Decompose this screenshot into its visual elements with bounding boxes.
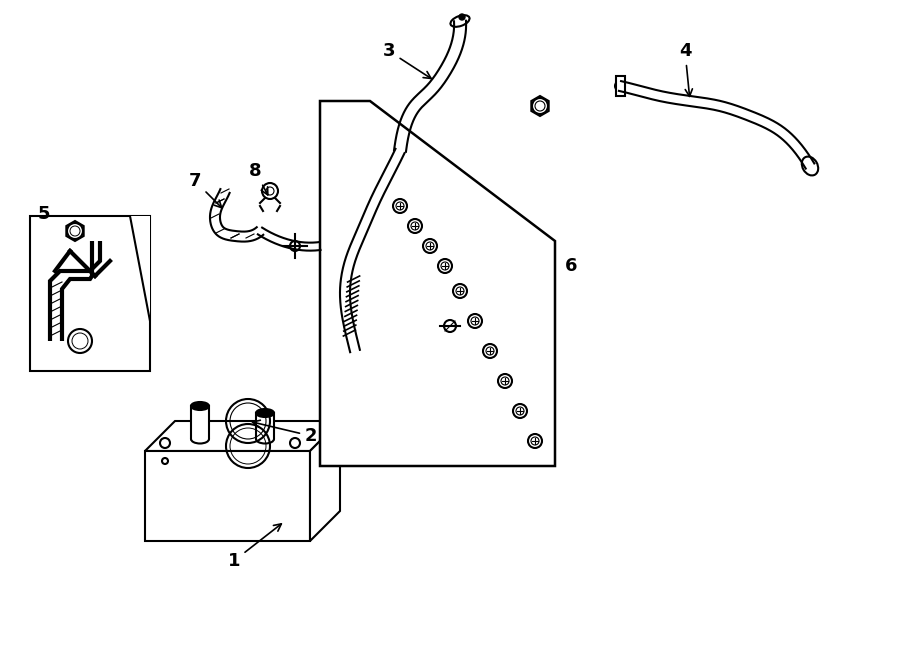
PathPatch shape — [191, 406, 209, 439]
Text: 6: 6 — [565, 257, 578, 275]
PathPatch shape — [145, 451, 310, 541]
Ellipse shape — [191, 402, 209, 410]
Circle shape — [615, 81, 625, 91]
Circle shape — [459, 14, 465, 20]
Ellipse shape — [256, 409, 274, 417]
Text: 8: 8 — [248, 162, 268, 195]
PathPatch shape — [616, 76, 625, 96]
Text: 2: 2 — [253, 420, 318, 445]
PathPatch shape — [256, 413, 274, 439]
PathPatch shape — [310, 421, 340, 541]
PathPatch shape — [145, 421, 340, 451]
Text: 5: 5 — [38, 205, 50, 223]
PathPatch shape — [130, 216, 150, 321]
Text: 4: 4 — [679, 42, 692, 97]
PathPatch shape — [320, 101, 555, 466]
FancyBboxPatch shape — [30, 216, 150, 371]
Text: 1: 1 — [228, 524, 282, 570]
Text: 7: 7 — [189, 172, 221, 208]
Text: 3: 3 — [382, 42, 431, 79]
